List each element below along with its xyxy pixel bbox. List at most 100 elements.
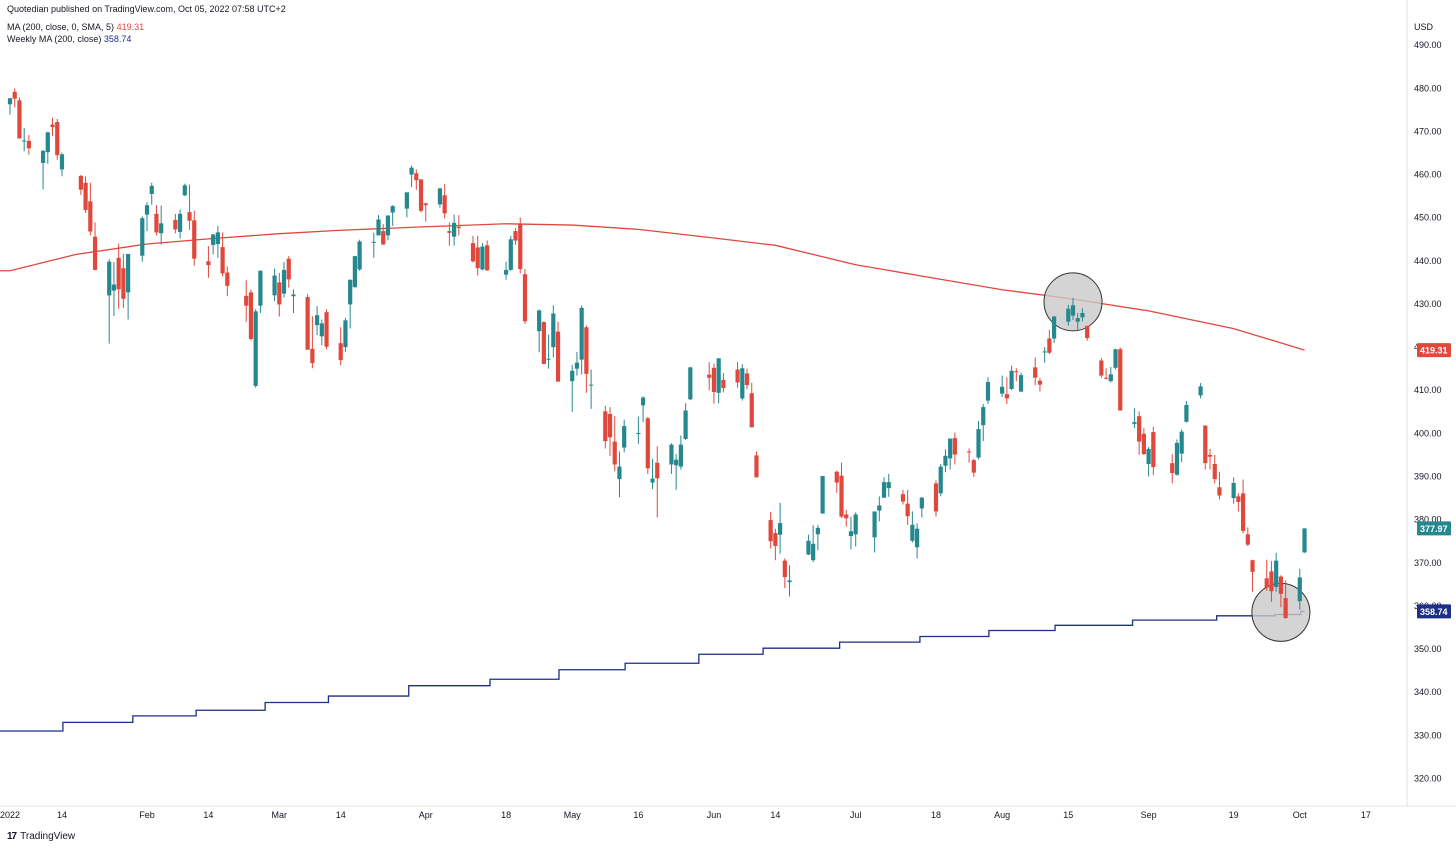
candle-body [1113,349,1118,368]
candle-body [574,362,580,369]
candle-body [1018,375,1024,392]
candle-body [1198,386,1203,396]
candle-body [952,438,957,455]
candle-body [513,231,518,241]
candle-body [107,261,112,296]
candle-body [88,201,93,232]
candle-body [1203,425,1208,464]
candle-body [1179,431,1184,454]
candle-body [338,343,343,361]
candle-body [376,219,381,236]
candle-body [1278,576,1283,594]
candle-body [815,527,820,535]
candle-body [414,173,419,181]
x-tick-label: 18 [501,810,511,820]
candle-body [357,241,362,270]
candle-body [92,236,98,270]
candle-body [1297,577,1302,602]
candle-body [111,284,117,291]
ma-legend[interactable]: MA (200, close, 0, SMA, 5) 419.31 [7,22,144,32]
candle-body [1269,571,1274,592]
price-badge-label: 377.97 [1420,524,1448,534]
candle-body [674,459,679,466]
candle-body [886,482,891,489]
candle-body [640,397,646,406]
candle-body [735,369,740,383]
x-tick-label: 19 [1229,810,1239,820]
candle-body [1066,308,1071,322]
candle-body [905,503,910,517]
candle-body [806,540,811,555]
candle-body [570,370,575,382]
candle-body [1000,386,1005,394]
candle-body [1141,433,1146,455]
candle-body [480,246,485,270]
candle-body [1075,318,1080,322]
candle-body [149,185,154,194]
candle-body [1052,316,1057,339]
y-tick-label: 400.00 [1414,428,1442,438]
candle-body [669,444,674,465]
candle-body [711,367,717,392]
candle-body [1236,496,1241,502]
candle-body [192,220,197,259]
y-tick-label: 480.00 [1414,83,1442,93]
candle-body [1033,367,1038,378]
candle-body [1212,464,1217,480]
candle-body [154,213,159,233]
y-tick-label: 320.00 [1414,773,1442,783]
candle-body [740,368,745,399]
candle-body [220,247,225,274]
candle-body [409,167,414,175]
candle-body [1231,482,1236,499]
candle-body [537,310,542,332]
candle-body [716,358,721,393]
y-tick-label: 430.00 [1414,299,1442,309]
candle-body [938,466,943,494]
candle-body [1184,404,1189,422]
candle-body [1264,578,1269,588]
candle-body [423,203,428,206]
candle-body [848,531,854,537]
y-tick-label: 370.00 [1414,558,1442,568]
x-tick-label: Mar [272,810,288,820]
x-tick-label: 14 [57,810,67,820]
candle-body [943,455,948,466]
candle-body [1103,377,1109,379]
candle-body [1047,338,1052,353]
candle-body [437,188,443,205]
candle-body [211,234,216,245]
candle-body [83,182,88,210]
tradingview-footer[interactable]: 17 TradingView [7,831,75,842]
candle-body [777,523,783,535]
candle-body [1014,371,1019,373]
weekly-ma-legend[interactable]: Weekly MA (200, close) 358.74 [7,34,131,44]
candle-body [248,292,254,339]
x-tick-label: Sep [1141,810,1157,820]
candle-body [390,206,395,213]
candle-body [1245,534,1250,545]
candle-body [78,175,83,190]
weekly-ma-legend-label: Weekly MA (200, close) [7,34,102,44]
candle-body [1151,432,1156,468]
y-tick-label: 350.00 [1414,644,1442,654]
candle-body [40,150,46,163]
candle-body [1070,305,1076,316]
candle-body [1146,448,1151,465]
candle-body [7,98,13,105]
weekly-ma-line [0,610,1305,732]
candle-body [834,471,839,483]
candle-body [744,373,750,386]
weekly-ma-legend-value: 358.74 [103,34,132,44]
candle-body [305,297,310,350]
candle-body [159,223,164,234]
candle-body [418,179,424,211]
y-tick-label: 440.00 [1414,256,1442,266]
candle-body [1250,560,1255,572]
candle-body [144,205,150,215]
candle-body [1037,380,1043,385]
candle-body [546,358,551,360]
candle-body [1042,351,1047,353]
candle-body [404,192,409,209]
